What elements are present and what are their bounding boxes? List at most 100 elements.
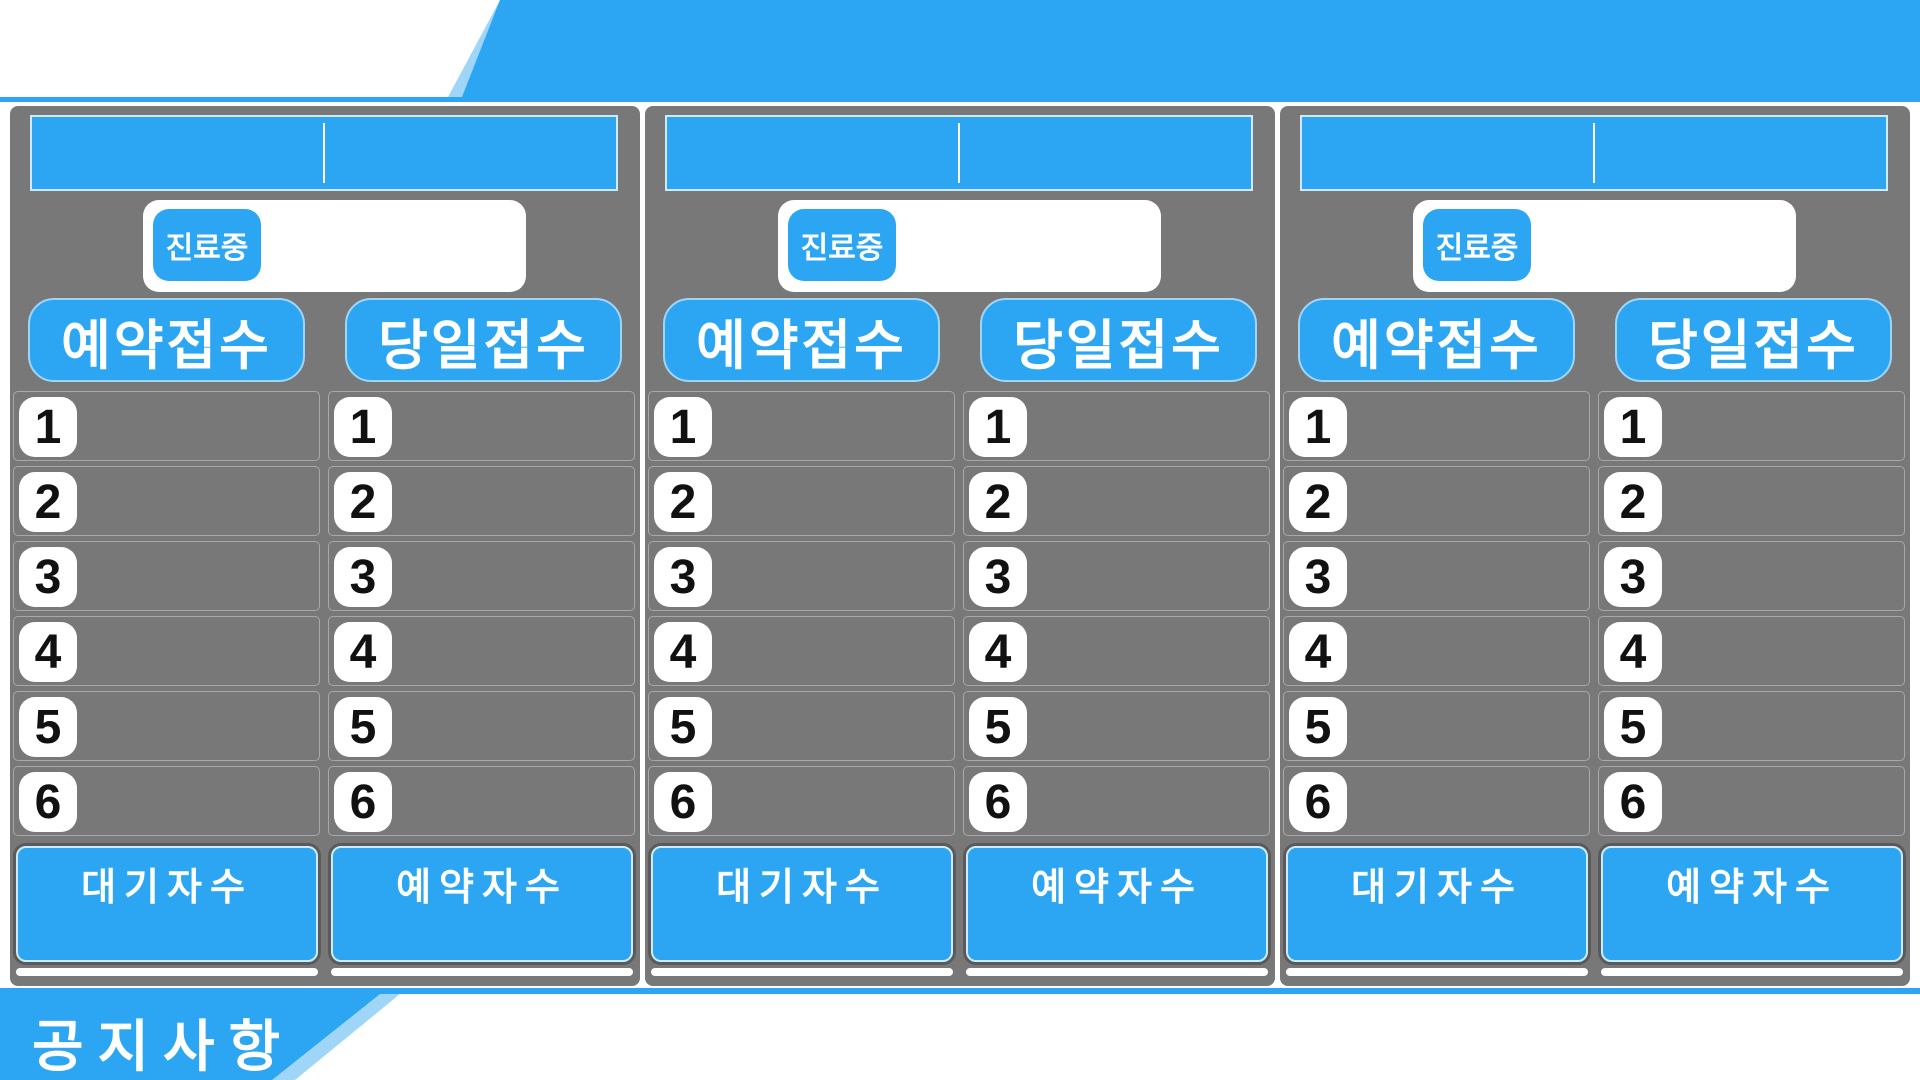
panel-title-box xyxy=(665,115,1253,191)
panel-title-box xyxy=(30,115,618,191)
queue-number: 6 xyxy=(969,772,1027,832)
count-underline xyxy=(1601,968,1903,976)
count-underline xyxy=(651,968,953,976)
queue-number: 2 xyxy=(1604,472,1662,532)
queue-number: 5 xyxy=(1604,697,1662,757)
queue-number: 4 xyxy=(969,622,1027,682)
queue-number: 5 xyxy=(1289,697,1347,757)
count-underline xyxy=(331,968,633,976)
queue-number: 2 xyxy=(654,472,712,532)
reservation-header: 예약접수 xyxy=(28,298,305,382)
header-divider xyxy=(0,97,1920,102)
clinic-panel-2: 진료중 예약접수 당일접수 1 2 3 4 5 6 1 2 3 4 5 6 대기… xyxy=(645,106,1275,986)
list-item: 6 xyxy=(1598,766,1905,836)
queue-number: 1 xyxy=(334,397,392,457)
queue-number: 1 xyxy=(19,397,77,457)
list-item: 6 xyxy=(648,766,955,836)
queue-number: 4 xyxy=(654,622,712,682)
count-underline xyxy=(16,968,318,976)
status-box: 진료중 xyxy=(778,200,1161,292)
waiting-count-label: 대기자수 xyxy=(81,865,253,909)
count-underline xyxy=(1286,968,1588,976)
count-underline xyxy=(966,968,1268,976)
clinic-panel-3: 진료중 예약접수 당일접수 1 2 3 4 5 6 1 2 3 4 5 6 대기… xyxy=(1280,106,1910,986)
sameday-list: 1 2 3 4 5 6 xyxy=(328,391,635,841)
waiting-count-box: 대기자수 xyxy=(651,846,953,962)
notice-title: 공지사항 xyxy=(32,1015,295,1080)
list-item: 3 xyxy=(963,541,1270,611)
panel-title-left xyxy=(1302,117,1593,189)
title-divider xyxy=(958,123,960,183)
queue-number: 3 xyxy=(654,547,712,607)
reserved-count-box: 예약자수 xyxy=(966,846,1268,962)
reserved-count-label: 예약자수 xyxy=(396,865,568,909)
sameday-header: 당일접수 xyxy=(980,298,1257,382)
queue-number: 2 xyxy=(1289,472,1347,532)
sameday-header: 당일접수 xyxy=(1615,298,1892,382)
list-item: 2 xyxy=(1598,466,1905,536)
queue-number: 6 xyxy=(1604,772,1662,832)
queue-number: 5 xyxy=(334,697,392,757)
queue-number: 5 xyxy=(969,697,1027,757)
list-item: 5 xyxy=(328,691,635,761)
status-badge: 진료중 xyxy=(1423,209,1531,281)
list-item: 3 xyxy=(328,541,635,611)
queue-number: 4 xyxy=(19,622,77,682)
queue-number: 3 xyxy=(1289,547,1347,607)
list-item: 1 xyxy=(328,391,635,461)
queue-number: 3 xyxy=(334,547,392,607)
list-item: 4 xyxy=(328,616,635,686)
panel-title-right xyxy=(960,117,1251,189)
queue-number: 3 xyxy=(19,547,77,607)
sameday-list: 1 2 3 4 5 6 xyxy=(963,391,1270,841)
queue-number: 6 xyxy=(334,772,392,832)
queue-number: 2 xyxy=(969,472,1027,532)
queue-number: 2 xyxy=(19,472,77,532)
queue-number: 1 xyxy=(969,397,1027,457)
queue-number: 1 xyxy=(1289,397,1347,457)
list-item: 4 xyxy=(1598,616,1905,686)
list-item: 4 xyxy=(963,616,1270,686)
status-box: 진료중 xyxy=(143,200,526,292)
queue-number: 6 xyxy=(654,772,712,832)
clinic-panel-1: 진료중 예약접수 당일접수 1 2 3 4 5 6 1 2 3 4 5 6 대기… xyxy=(10,106,640,986)
queue-number: 4 xyxy=(334,622,392,682)
panel-title-left xyxy=(667,117,958,189)
queue-number: 5 xyxy=(19,697,77,757)
list-item: 6 xyxy=(328,766,635,836)
status-box: 진료중 xyxy=(1413,200,1796,292)
panel-title-right xyxy=(325,117,616,189)
queue-number: 4 xyxy=(1604,622,1662,682)
title-divider xyxy=(1593,123,1595,183)
reserved-count-box: 예약자수 xyxy=(1601,846,1903,962)
list-item: 2 xyxy=(1283,466,1590,536)
status-badge: 진료중 xyxy=(788,209,896,281)
list-item: 1 xyxy=(1598,391,1905,461)
queue-number: 4 xyxy=(1289,622,1347,682)
list-item: 1 xyxy=(1283,391,1590,461)
panel-title-right xyxy=(1595,117,1886,189)
list-item: 2 xyxy=(13,466,320,536)
header-bar xyxy=(462,0,1920,97)
panel-title-left xyxy=(32,117,323,189)
list-item: 5 xyxy=(963,691,1270,761)
footer-divider xyxy=(0,988,1920,994)
list-item: 2 xyxy=(648,466,955,536)
list-item: 5 xyxy=(1283,691,1590,761)
list-item: 6 xyxy=(13,766,320,836)
sameday-list: 1 2 3 4 5 6 xyxy=(1598,391,1905,841)
queue-number: 6 xyxy=(1289,772,1347,832)
waiting-count-box: 대기자수 xyxy=(16,846,318,962)
queue-number: 2 xyxy=(334,472,392,532)
list-item: 3 xyxy=(1283,541,1590,611)
queue-number: 5 xyxy=(654,697,712,757)
list-item: 4 xyxy=(13,616,320,686)
reservation-list: 1 2 3 4 5 6 xyxy=(1283,391,1590,841)
queue-number: 3 xyxy=(969,547,1027,607)
list-item: 4 xyxy=(1283,616,1590,686)
list-item: 5 xyxy=(13,691,320,761)
list-item: 4 xyxy=(648,616,955,686)
sameday-header: 당일접수 xyxy=(345,298,622,382)
status-badge: 진료중 xyxy=(153,209,261,281)
